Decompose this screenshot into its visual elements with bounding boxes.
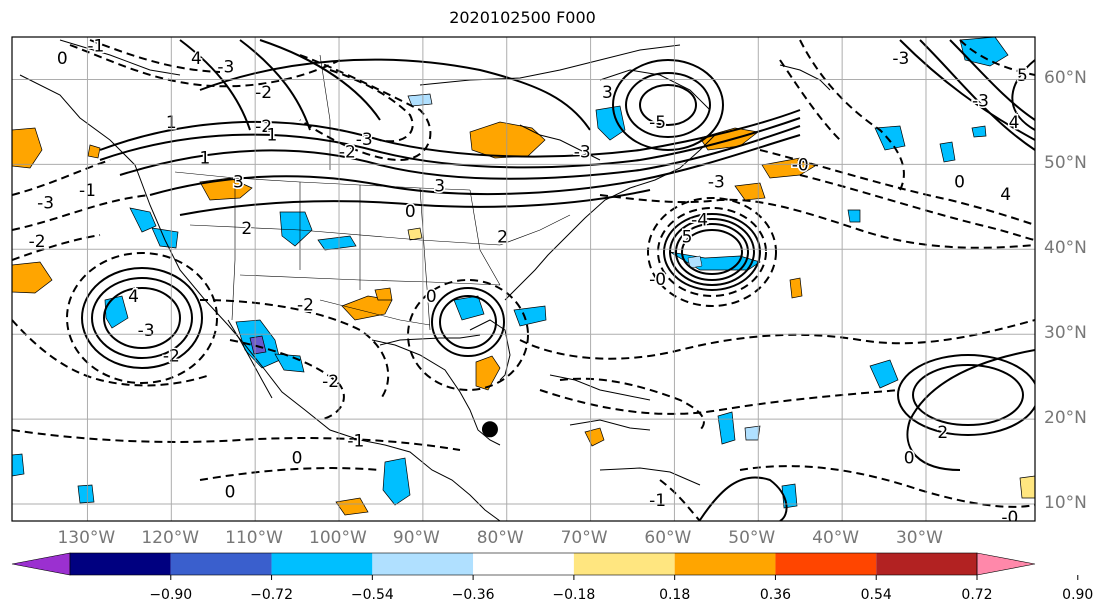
contour-value-labels: 0-14 -3-21 -211-33-2 -3-53-35-34-0-3 04-3-1 3…	[27, 36, 1029, 528]
longitude-label: 40°W	[812, 528, 860, 548]
colorbar-segment	[473, 553, 574, 575]
contour-label: -2	[255, 83, 272, 103]
contour-label: 3	[233, 172, 244, 192]
contour-label: 3	[434, 177, 445, 197]
contour-label: 0	[292, 448, 303, 468]
colorbar-tick-label: −0.72	[250, 587, 293, 603]
contour-label: 2	[241, 219, 252, 239]
colorbar-segment	[573, 553, 675, 575]
colorbar-extend-high	[976, 552, 1036, 576]
contour-label: -1	[347, 431, 364, 451]
colorbar-tick-label: 0.54	[860, 587, 892, 603]
contour-label: 5	[682, 228, 693, 248]
contour-label: -2	[322, 372, 339, 392]
latitude-label: 60°N	[1044, 68, 1087, 89]
contour-label: -1	[87, 36, 104, 56]
colorbar	[11, 552, 1079, 580]
contour-label: -0	[649, 270, 666, 290]
contour-label: 0	[904, 448, 915, 468]
contour-label: 4	[191, 49, 202, 69]
graticule	[12, 37, 1035, 521]
contour-label: -3	[574, 143, 591, 163]
longitude-label: 90°W	[392, 528, 440, 548]
longitude-label: 120°W	[141, 528, 200, 548]
contour-label: -3	[37, 194, 54, 214]
colorbar-segment	[775, 553, 877, 575]
contour-label: -2	[297, 295, 314, 315]
contour-label: -4	[691, 211, 708, 231]
contour-label: 0	[954, 172, 965, 192]
latitude-label: 50°N	[1044, 153, 1087, 174]
map-frame	[11, 36, 1036, 522]
contour-label: 0	[426, 287, 437, 307]
colorbar-segment	[70, 553, 171, 575]
colorbar-segment	[674, 553, 776, 575]
longitude-label: 60°W	[644, 528, 692, 548]
anomaly-shading	[12, 37, 1035, 516]
latitude-label: 20°N	[1044, 408, 1087, 429]
latitude-label: 30°N	[1044, 323, 1087, 344]
contour-label: -2	[339, 143, 356, 163]
longitude-label: 80°W	[476, 528, 524, 548]
contour-label: 4	[128, 287, 139, 307]
contour-label: 2	[937, 423, 948, 443]
contour-label: 1	[199, 149, 210, 169]
colorbar-tick-label: 0.90	[1062, 587, 1094, 603]
contour-label: 5	[1017, 66, 1028, 86]
longitude-label: 110°W	[225, 528, 283, 548]
political-borders	[174, 54, 571, 331]
colorbar-frame	[69, 552, 978, 576]
latitude-label: 40°N	[1044, 238, 1087, 259]
colorbar-segment	[372, 553, 474, 575]
colorbar-tick-label: 0.36	[759, 587, 792, 603]
contour-label: 2	[497, 228, 508, 248]
contour-label: 4	[1009, 113, 1020, 133]
contour-lines	[12, 39, 1035, 521]
contour-label: -1	[649, 491, 666, 511]
longitude-label: 30°W	[895, 528, 943, 548]
colorbar-tick-label: 0.18	[659, 587, 691, 603]
contour-label: 4	[1000, 185, 1011, 205]
contour-label: -2	[255, 117, 272, 137]
colorbar-extend-low	[11, 552, 71, 576]
latitude-label: 10°N	[1044, 493, 1087, 514]
contour-label: 0	[405, 202, 416, 222]
contour-label: -2	[29, 232, 46, 252]
contour-label: 0	[57, 49, 68, 69]
contour-label: -3	[708, 172, 725, 192]
contour-label: -5	[649, 113, 666, 133]
contour-label: 1	[267, 126, 278, 146]
longitude-label: 100°W	[309, 528, 367, 548]
storm-center-marker	[481, 421, 498, 438]
contour-label: -0	[1001, 508, 1018, 528]
contour-label: -0	[792, 155, 809, 175]
contour-label: 3	[602, 83, 613, 103]
contour-label: -3	[892, 49, 909, 69]
colorbar-segment	[876, 553, 977, 575]
contour-label: -3	[138, 321, 155, 341]
colorbar-tick-label: −0.90	[149, 587, 193, 603]
contour-label: 0	[225, 482, 236, 502]
colorbar-tick-label: −0.18	[552, 587, 596, 603]
coastlines	[19, 39, 831, 521]
longitude-label: 50°W	[728, 528, 776, 548]
plot-title: 2020102500 F000	[449, 8, 596, 27]
colorbar-segment	[170, 553, 272, 575]
contour-label: -3	[356, 130, 373, 150]
colorbar-tick-label: −0.54	[350, 587, 394, 603]
colorbar-tick-label: −0.36	[451, 587, 495, 603]
contour-label: -3	[217, 58, 234, 78]
colorbar-segment	[271, 553, 373, 575]
colorbar-tick-label: 0.72	[961, 587, 993, 603]
contour-label: -3	[972, 92, 989, 112]
longitude-label: 70°W	[560, 528, 608, 548]
longitude-label: 130°W	[57, 528, 116, 548]
